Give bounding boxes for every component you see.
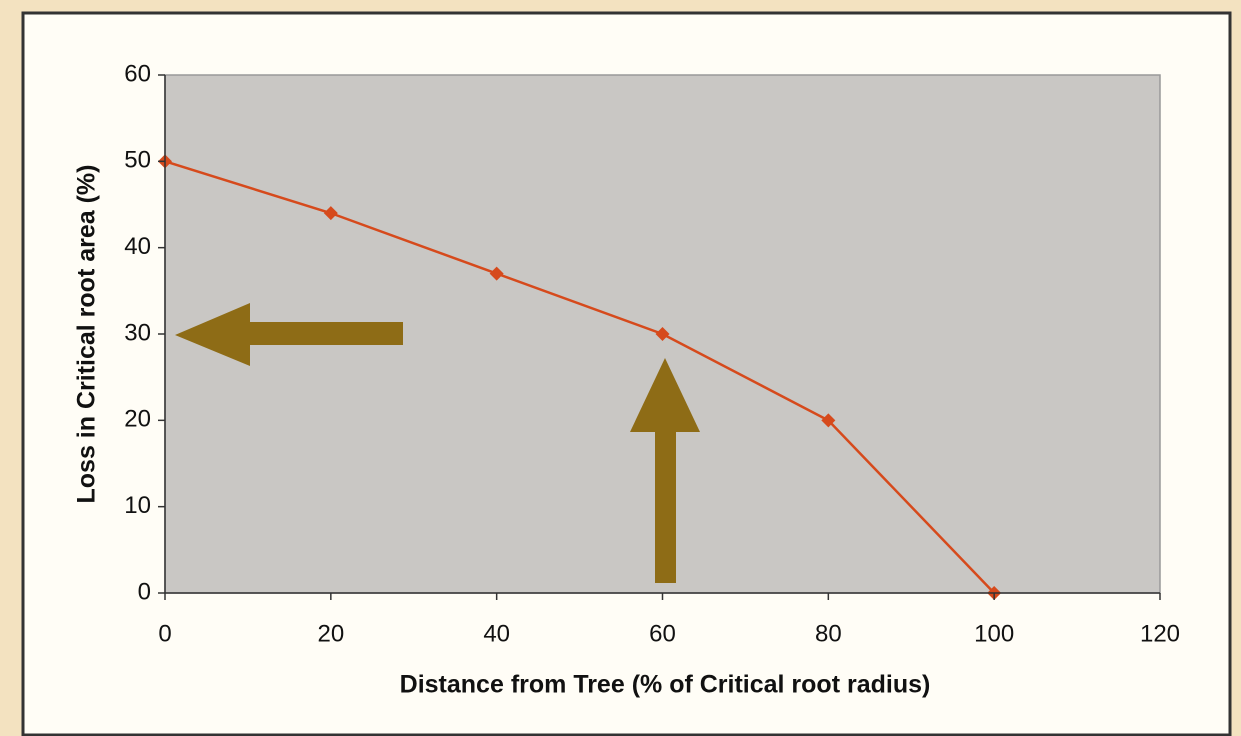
line <box>164 160 996 594</box>
y-axis-label: Loss in Critical root area (%) <box>73 165 101 504</box>
x-tick-label: 60 <box>649 620 676 647</box>
left-arrow <box>175 303 403 366</box>
up-arrow <box>630 358 700 583</box>
y-tick-label: 50 <box>124 147 151 174</box>
y-tick-label: 20 <box>124 406 151 433</box>
marker <box>323 206 338 221</box>
x-tick-label: 80 <box>815 620 842 647</box>
marker <box>655 327 670 341</box>
y-tick-label: 30 <box>124 319 151 346</box>
marker <box>821 413 836 428</box>
y-tick-label: 60 <box>124 60 151 87</box>
x-tick-label: 100 <box>974 620 1014 647</box>
x-axis-label: Distance from Tree (% of Critical root r… <box>400 671 931 699</box>
y-tick-label: 10 <box>124 492 151 519</box>
y-tick-label: 0 <box>138 578 151 605</box>
x-tick-label: 20 <box>317 620 344 647</box>
y-tick-label: 40 <box>124 233 151 260</box>
x-tick-label: 120 <box>1140 620 1180 647</box>
marker <box>489 266 504 281</box>
x-tick-label: 0 <box>158 620 171 647</box>
x-tick-label: 40 <box>483 620 510 647</box>
